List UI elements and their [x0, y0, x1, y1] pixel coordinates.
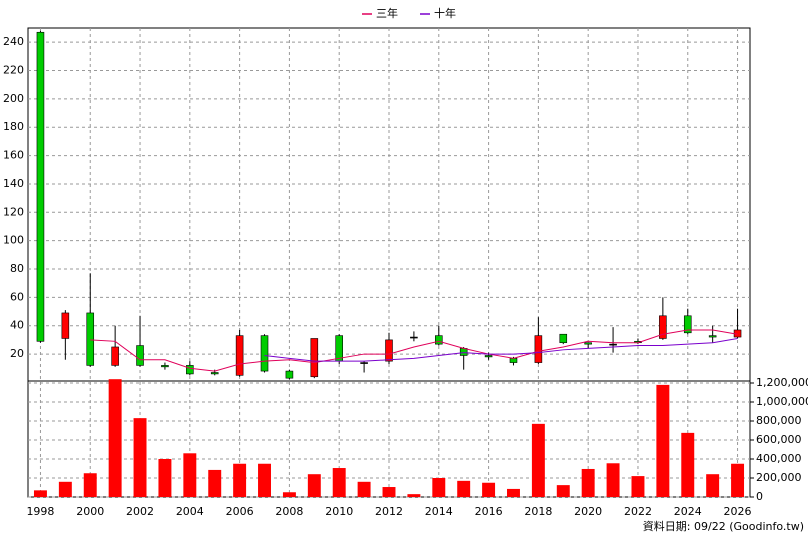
x-tick-label: 2004: [176, 505, 204, 518]
y-tick-label: 200: [3, 92, 24, 105]
candle-body: [435, 335, 443, 345]
candle-body: [659, 315, 667, 339]
ma-line: [264, 337, 738, 362]
x-tick-label: 2016: [475, 505, 503, 518]
legend-label: 三年: [376, 6, 398, 20]
y2-tick-label: 200,000: [756, 471, 802, 484]
volume-bar: [58, 481, 72, 497]
volume-bar: [33, 490, 47, 497]
x-tick-label: 2000: [76, 505, 104, 518]
legend-label: 十年: [434, 6, 456, 20]
y-tick-label: 60: [10, 290, 24, 303]
candle-body: [559, 333, 568, 344]
volume-bar: [656, 384, 670, 497]
volume-bar: [731, 463, 745, 497]
volume-bar: [507, 488, 520, 497]
volume-bar: [332, 468, 346, 497]
x-tick-label: 2006: [226, 505, 254, 518]
volume-bar: [432, 477, 446, 497]
y2-tick-label: 0: [756, 490, 763, 503]
volume-bar: [706, 474, 720, 497]
candle-body: [609, 343, 617, 346]
x-tick-label: 2018: [524, 505, 552, 518]
y-tick-label: 40: [10, 319, 24, 332]
volume-bar: [681, 432, 695, 497]
candle-body: [484, 355, 493, 358]
y2-tick-label: 1,000,000: [756, 395, 808, 408]
volume-bar: [208, 469, 222, 497]
candle-body: [111, 346, 119, 366]
y-tick-label: 20: [10, 347, 24, 360]
candle-body: [210, 372, 219, 375]
x-tick-label: 2020: [574, 505, 602, 518]
volume-bar: [83, 473, 97, 497]
volume-bar: [531, 423, 545, 497]
volume-bar: [606, 463, 620, 497]
volume-bar: [357, 481, 371, 497]
candle-body: [683, 315, 692, 334]
volume-bar: [233, 463, 247, 497]
x-tick-label: 2008: [275, 505, 303, 518]
y-tick-label: 160: [3, 149, 24, 162]
candle-body: [186, 365, 194, 375]
candle-body: [584, 342, 592, 345]
candle-body: [161, 365, 169, 368]
candle-body: [360, 362, 368, 364]
volume-bar: [457, 480, 471, 497]
y2-tick-label: 600,000: [756, 433, 802, 446]
volume-bar: [556, 485, 570, 497]
volume-bar: [581, 468, 595, 497]
candle-body: [509, 358, 518, 363]
y-tick-label: 120: [3, 205, 24, 218]
y-tick-label: 180: [3, 120, 24, 133]
volume-bar: [407, 494, 421, 497]
x-tick-label: 2014: [425, 505, 453, 518]
candle-body: [235, 335, 244, 376]
y-tick-label: 240: [3, 35, 24, 48]
y-tick-label: 100: [3, 234, 24, 247]
x-tick-label: 2024: [674, 505, 702, 518]
candle-body: [708, 335, 717, 338]
candle-body: [534, 335, 543, 363]
candle-body: [285, 370, 294, 379]
volume-bar: [133, 418, 147, 497]
y-tick-label: 80: [10, 262, 24, 275]
volume-bar: [183, 453, 197, 497]
candle-body: [335, 335, 343, 362]
volume-bar: [108, 379, 122, 497]
volume-bar: [631, 476, 645, 497]
volume-bar: [382, 487, 396, 497]
candle-body: [410, 336, 418, 339]
volume-bar: [307, 474, 321, 497]
y2-tick-label: 400,000: [756, 452, 802, 465]
x-tick-label: 2002: [126, 505, 154, 518]
y-tick-label: 220: [3, 64, 24, 77]
x-tick-label: 2010: [325, 505, 353, 518]
x-tick-label: 1998: [26, 505, 54, 518]
x-tick-label: 2022: [624, 505, 652, 518]
volume-bar: [158, 458, 172, 497]
y-tick-label: 140: [3, 177, 24, 190]
x-tick-label: 2026: [724, 505, 752, 518]
candle-body: [36, 31, 45, 342]
volume-bar: [258, 463, 271, 497]
volume-bar: [482, 482, 496, 497]
candle-body: [86, 312, 95, 366]
footnote: 資料日期: 09/22 (Goodinfo.tw): [643, 519, 804, 533]
y2-tick-label: 800,000: [756, 414, 802, 427]
volume-bar: [282, 492, 296, 497]
candle-body: [310, 338, 319, 378]
ma-line: [90, 329, 738, 372]
candle-body: [136, 345, 144, 366]
y2-tick-label: 1,200,000: [756, 376, 808, 389]
candle-body: [385, 339, 393, 362]
candle-body: [61, 312, 70, 339]
x-tick-label: 2012: [375, 505, 403, 518]
candle-body: [260, 335, 269, 372]
